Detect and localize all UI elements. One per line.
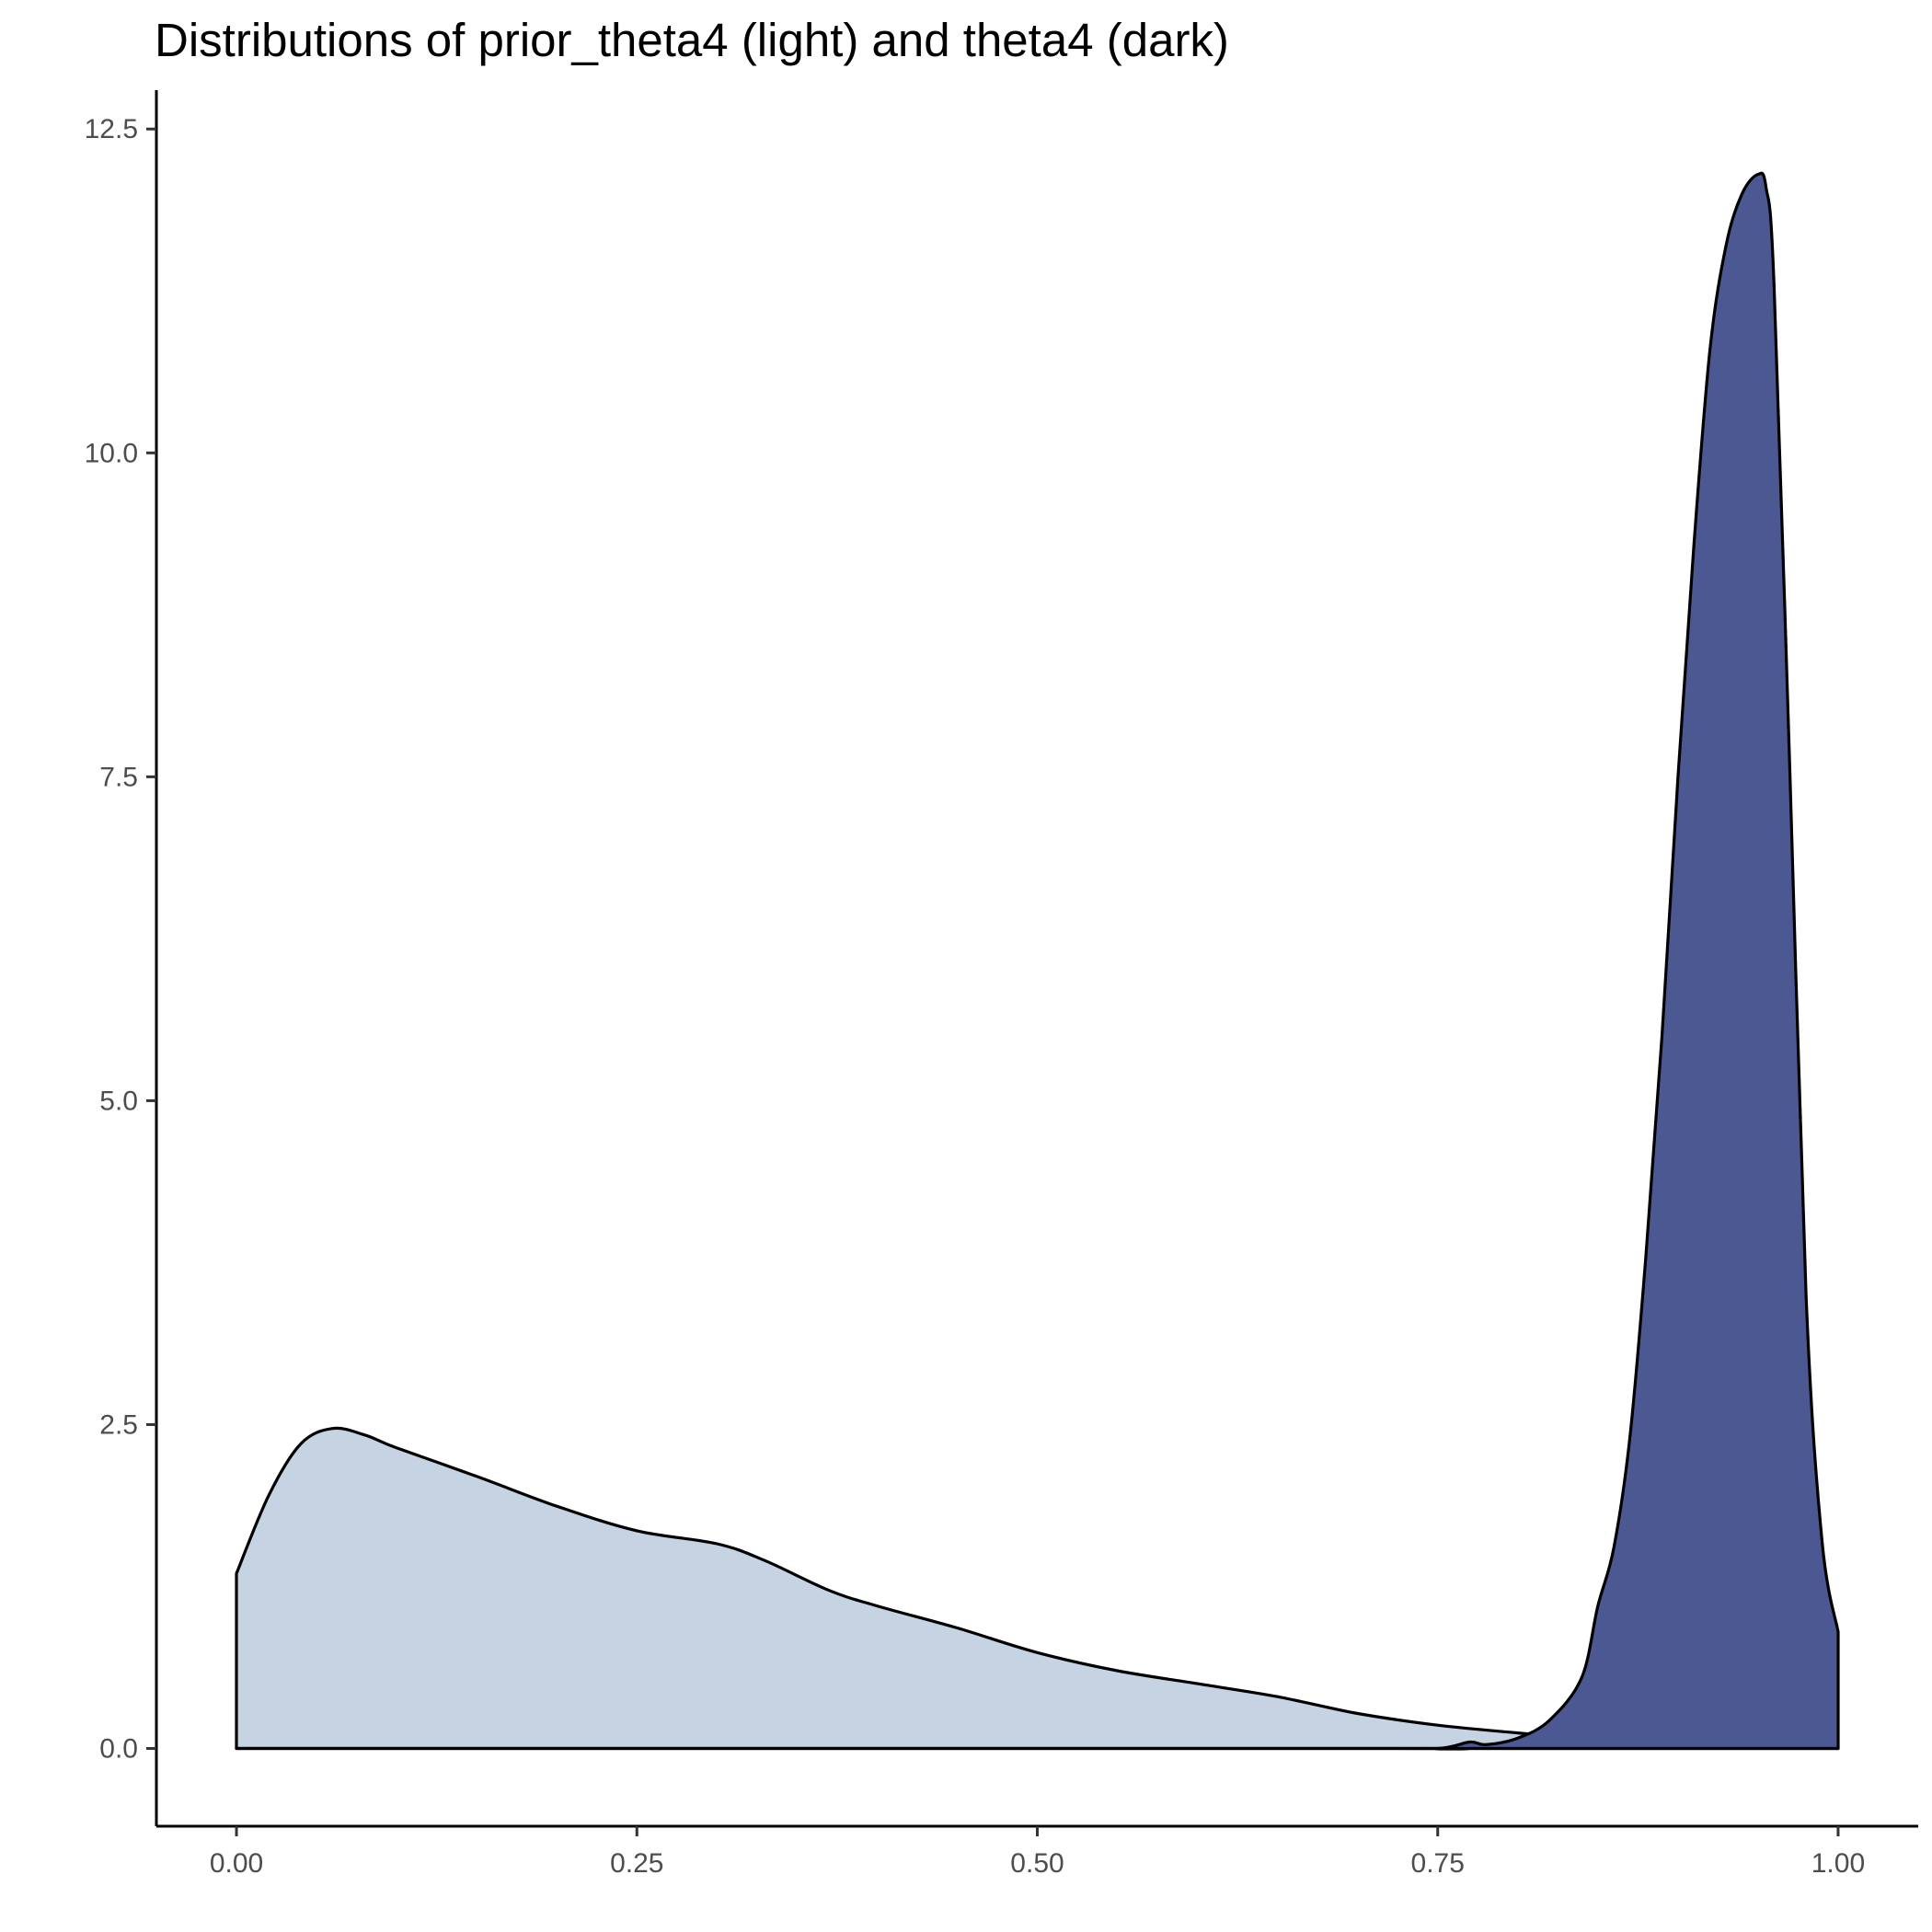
y-tick-label: 10.0 <box>85 438 138 468</box>
x-tick-label: 0.50 <box>1010 1848 1064 1879</box>
posterior-density-area <box>235 171 1840 1751</box>
y-tick-label: 12.5 <box>85 114 138 144</box>
x-tick-label: 0.25 <box>610 1848 663 1879</box>
x-tick-label: 1.00 <box>1811 1848 1865 1879</box>
density-areas <box>235 171 1840 1751</box>
y-tick-label: 2.5 <box>99 1409 138 1440</box>
y-tick-label: 5.0 <box>99 1086 138 1116</box>
axes: 0.0 2.5 5.0 7.5 10.0 12.5 0.00 0.25 0.50 0.75 1.00 <box>85 90 1918 1879</box>
chart-title: Distributions of prior_theta4 (light) an… <box>155 14 1229 66</box>
y-tick-label: 7.5 <box>99 762 138 792</box>
y-tick-label: 0.0 <box>99 1734 138 1765</box>
x-tick-label: 0.00 <box>210 1848 263 1879</box>
x-tick-label: 0.75 <box>1411 1848 1465 1879</box>
